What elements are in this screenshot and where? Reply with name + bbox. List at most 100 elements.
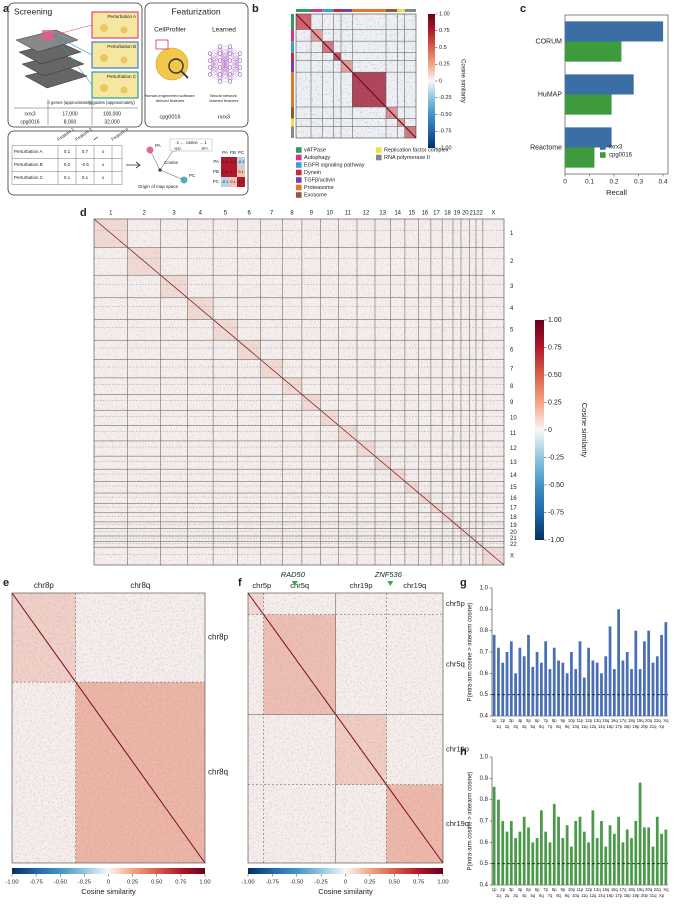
bar	[612, 833, 616, 885]
chromosome-label: 19	[510, 523, 517, 529]
y-tick-label: 0.6	[480, 840, 489, 846]
chromosome-label: 3	[172, 211, 176, 217]
bar	[625, 652, 629, 716]
feature-cell: x	[102, 149, 105, 154]
bar	[492, 634, 496, 716]
bar	[617, 609, 621, 716]
vector	[159, 147, 176, 171]
map-text: Origin of map space	[138, 184, 179, 189]
bar	[660, 833, 663, 885]
heatmap-diagonal	[295, 13, 417, 139]
bar	[570, 652, 573, 716]
feature-cell: x	[102, 175, 105, 180]
y-tick-label: 0.8	[480, 797, 489, 803]
bar	[514, 838, 517, 885]
legend-swatch	[296, 162, 302, 168]
bar	[625, 829, 629, 885]
x-tick-label: 1p	[492, 718, 497, 723]
featurization-box	[144, 2, 249, 128]
bar	[595, 662, 599, 716]
legend-swatch	[600, 144, 606, 150]
colorbar-tick-label: 1.00	[439, 11, 450, 17]
chromosome-label: 5	[224, 211, 228, 217]
matrix-cell	[237, 167, 245, 177]
x-tick-label: 3q	[513, 724, 518, 729]
bar	[514, 673, 517, 716]
y-axis-label: P(intra-arm cosine > interarm cosine)	[468, 772, 474, 871]
table-header: n guides (approximately)	[89, 100, 135, 105]
arm-label: chr5q	[290, 581, 309, 590]
table-cell: 100,000	[103, 111, 121, 117]
map-text: opp.	[174, 146, 182, 151]
perturbation-label: Perturbation A	[107, 14, 136, 19]
x-tick-label: 21q	[649, 893, 657, 898]
x-tick-label: 17q	[619, 887, 627, 892]
bar	[544, 831, 548, 885]
bar	[501, 821, 505, 885]
x-tick-label: 10q	[572, 724, 580, 729]
screening-box	[7, 2, 143, 128]
legend-label: TGFβ/activin	[304, 177, 335, 183]
table-cell: 17,000	[62, 111, 78, 117]
bar	[557, 660, 560, 716]
bar	[655, 656, 659, 716]
colorbar	[428, 14, 435, 148]
matrix-cell	[229, 167, 237, 177]
matrix-value: 1.0	[238, 179, 244, 184]
x-tick-label: 6p	[535, 887, 540, 892]
feature-cell: 0.2	[64, 162, 71, 167]
chromosome-label: 11	[345, 211, 352, 217]
nn-edge	[219, 46, 231, 61]
heatmap-frame	[93, 218, 505, 566]
perturbation-image	[91, 41, 139, 69]
x-tick-label: 5p	[526, 718, 531, 723]
cell	[120, 26, 128, 34]
gene-annotation: ZNF536	[374, 570, 403, 579]
x-tick-label: 1q	[496, 893, 501, 898]
x-tick-label: 3p	[509, 887, 514, 892]
colorbar-label: Cosine similarity	[459, 59, 465, 103]
x-tick-label: Xq	[663, 718, 669, 723]
bar	[548, 669, 552, 716]
matrix-value: 0.9	[230, 159, 236, 164]
heatmap-diagonal	[93, 218, 505, 566]
x-tick-label: 7p	[543, 887, 548, 892]
legend-swatch	[296, 147, 302, 153]
bar	[565, 94, 612, 115]
matrix-cell	[237, 157, 245, 167]
chromosome-label: 7	[510, 366, 514, 372]
colorbar-tick-label: -0.25	[439, 95, 452, 101]
colorbar-label: Cosine similarity	[318, 887, 373, 896]
bar	[612, 669, 616, 716]
y-tick-label: CORUM	[536, 38, 563, 45]
panel-label: d	[80, 207, 87, 219]
matrix-value: 0.1	[238, 169, 244, 174]
x-axis-label: Recall	[606, 188, 627, 197]
colorbar-tick-label: 0.5	[439, 45, 447, 51]
arm-label: chr8p	[208, 633, 229, 642]
group-strip	[291, 14, 294, 30]
chromosome-label: 21	[469, 211, 476, 217]
nn-edge	[209, 60, 221, 75]
chromosome-label: 17	[433, 211, 440, 217]
chromosome-label: 22	[510, 542, 517, 548]
x-tick-label: 12p	[585, 887, 593, 892]
x-tick-label: Xq	[663, 887, 669, 892]
nn-node	[207, 51, 213, 56]
colorbar-tick-label: -0.75	[548, 509, 564, 516]
chromosome-label: 4	[510, 306, 514, 312]
chromosome-label: X	[510, 554, 514, 560]
chromosome-label: 11	[510, 431, 517, 437]
bar	[509, 821, 513, 885]
method-description: Human-engineered software derived featur…	[144, 93, 196, 103]
legend-label: cpg0016	[609, 153, 633, 159]
feature-cell: 0.1	[82, 175, 89, 180]
nn-edge	[219, 60, 231, 82]
x-tick-label: 16p	[607, 893, 615, 898]
panel-label: b	[252, 3, 259, 15]
chromosome-label: 12	[363, 211, 370, 217]
matrix-value: -0.1	[222, 179, 230, 184]
vector	[149, 149, 161, 171]
nn-node	[217, 58, 223, 63]
map-text: Cosine	[164, 160, 179, 165]
